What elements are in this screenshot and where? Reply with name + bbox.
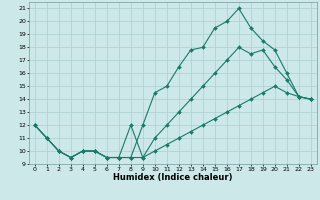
X-axis label: Humidex (Indice chaleur): Humidex (Indice chaleur): [113, 173, 233, 182]
